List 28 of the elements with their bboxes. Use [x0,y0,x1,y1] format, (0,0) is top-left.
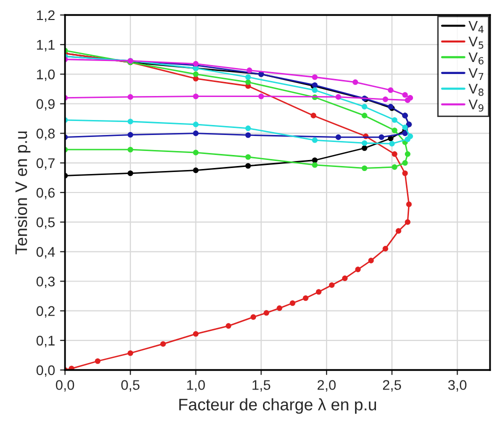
y-tick-label: 0,0 [36,365,55,377]
x-tick-label: 0,5 [121,380,140,392]
legend-label: V$_{4}$ [468,21,484,33]
x-tick-label: 0,0 [56,380,74,392]
y-tick-label: 0,7 [36,158,55,170]
legend-label: V$_{5}$ [468,36,484,49]
y-axis-title: Tension V en p.u [14,132,30,254]
legend-label: V$_{7}$ [468,68,484,80]
y-tick-label: 0,3 [36,276,55,288]
y-tick-label: 1,1 [37,40,55,52]
legend-label: V$_{8}$ [468,84,484,96]
y-tick-label: 0,2 [36,306,55,318]
x-tick-label: 2,5 [382,380,402,392]
y-tick-label: 0,6 [36,188,55,200]
y-tick-label: 1,0 [37,70,55,81]
y-tick-label: 0,8 [36,128,55,140]
y-tick-label: 0,9 [36,99,55,111]
x-tick-label: 3,0 [448,380,466,392]
y-tick-label: 0,4 [36,247,55,258]
x-tick-label: 1,0 [187,380,205,392]
y-tick-label: 0,5 [36,217,55,229]
y-tick-label: 0,1 [36,336,55,348]
x-tick-label: 2,0 [318,380,336,392]
legend-label: V$_{6}$ [468,52,484,64]
legend-label: V$_{9}$ [468,100,484,112]
y-tick-label: 1,2 [37,10,55,22]
x-tick-label: 1,5 [252,380,270,392]
x-axis-title: Facteur de charge λ en p.u [179,398,376,414]
